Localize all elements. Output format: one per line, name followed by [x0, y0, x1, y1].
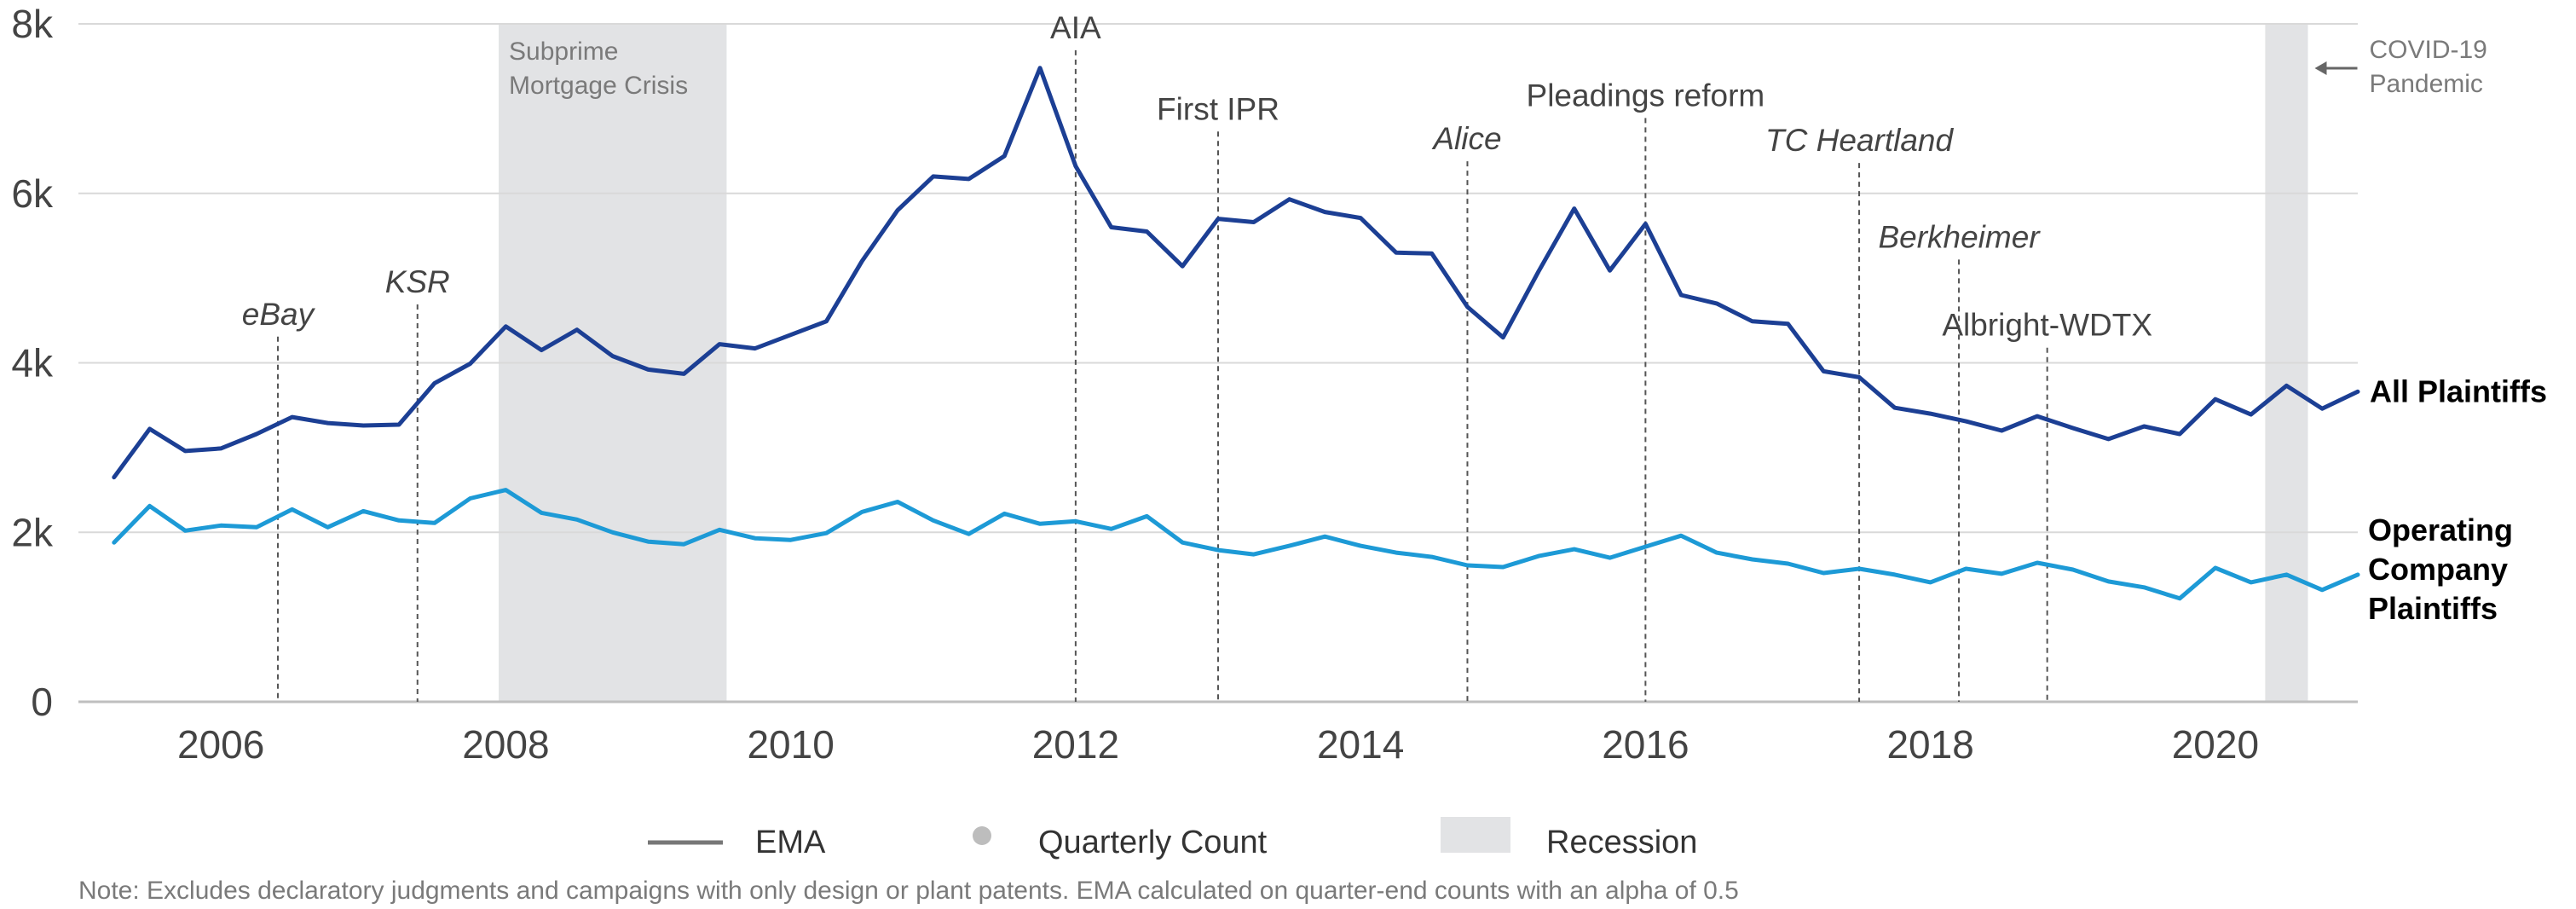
x-tick-label: 2008 — [462, 722, 549, 767]
recession-label: COVID-19 — [2370, 36, 2487, 64]
y-axis-ticks: 0 2k 4k 6k 8k — [11, 2, 54, 724]
legend-label: EMA — [755, 825, 826, 860]
series-label-operating-company-plaintiffs: Operating — [2368, 512, 2513, 547]
recession-label: Pandemic — [2370, 70, 2483, 98]
y-tick-label: 8k — [11, 2, 54, 46]
x-tick-label: 2020 — [2172, 722, 2259, 767]
legend-label: Quarterly Count — [1038, 825, 1268, 860]
y-tick-label: 2k — [11, 510, 54, 554]
legend: EMA Quarterly Count Recession — [648, 817, 1697, 860]
series-line — [114, 68, 2358, 478]
x-tick-label: 2012 — [1032, 722, 1119, 767]
y-tick-label: 0 — [31, 680, 53, 724]
x-axis-ticks: 2006 2008 2010 2012 2014 2016 2018 2020 — [177, 722, 2259, 767]
legend-box-swatch — [1441, 817, 1510, 853]
chart-note: Note: Excludes declaratory judgments and… — [78, 877, 1739, 905]
x-tick-label: 2006 — [177, 722, 264, 767]
series-labels: All Plaintiffs Operating Company Plaintiffs — [2368, 373, 2547, 626]
recession-label: Subprime — [509, 38, 618, 66]
series-label-operating-company-plaintiffs: Company — [2368, 552, 2508, 587]
event-label: eBay — [242, 297, 316, 332]
legend-label: Recession — [1546, 825, 1697, 860]
event-label: Alice — [1431, 121, 1501, 156]
event-label: KSR — [385, 264, 450, 299]
series-label-operating-company-plaintiffs: Plaintiffs — [2368, 591, 2498, 626]
x-tick-label: 2014 — [1317, 722, 1404, 767]
event-label: TC Heartland — [1765, 123, 1954, 158]
event-label: Albright-WDTX — [1942, 308, 2152, 343]
series-line — [114, 490, 2358, 599]
y-tick-label: 4k — [11, 341, 54, 385]
legend-dot-swatch — [973, 826, 991, 845]
event-label: AIA — [1050, 10, 1101, 45]
event-label: Pleadings reform — [1527, 78, 1765, 113]
recession-label: Mortgage Crisis — [509, 72, 688, 100]
recession-arrow-head — [2315, 61, 2327, 75]
event-label: First IPR — [1157, 91, 1279, 126]
y-tick-label: 6k — [11, 171, 54, 216]
event-label: Berkheimer — [1878, 219, 2041, 254]
x-tick-label: 2016 — [1602, 722, 1689, 767]
x-tick-label: 2018 — [1886, 722, 1973, 767]
series-label-all-plaintiffs: All Plaintiffs — [2370, 373, 2547, 408]
x-tick-label: 2010 — [747, 722, 834, 767]
